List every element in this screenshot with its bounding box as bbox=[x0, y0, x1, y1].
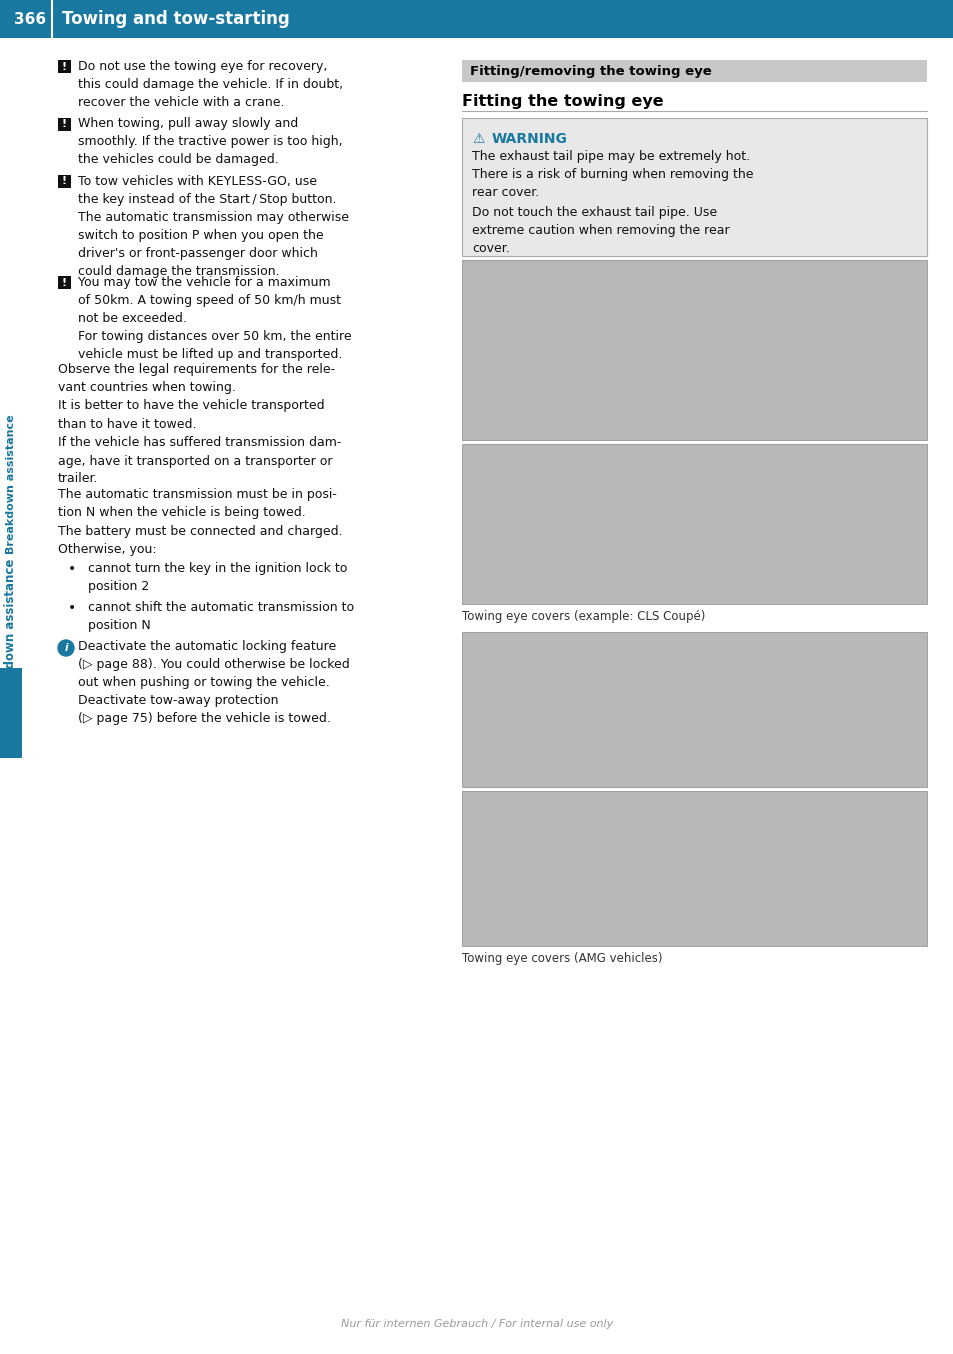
Text: The battery must be connected and charged.
Otherwise, you:: The battery must be connected and charge… bbox=[58, 525, 342, 556]
Text: 366: 366 bbox=[14, 11, 46, 27]
Bar bbox=[461, 60, 926, 83]
Bar bbox=[58, 276, 71, 288]
Text: Towing eye covers (example: CLS Coupé): Towing eye covers (example: CLS Coupé) bbox=[461, 611, 704, 623]
Bar bbox=[461, 632, 926, 787]
Text: Towing eye covers (AMG vehicles): Towing eye covers (AMG vehicles) bbox=[461, 952, 661, 965]
Bar bbox=[461, 260, 926, 440]
Text: !: ! bbox=[62, 278, 67, 287]
Text: It is better to have the vehicle transported
than to have it towed.: It is better to have the vehicle transpo… bbox=[58, 399, 324, 431]
Text: i: i bbox=[64, 643, 68, 653]
Text: Deactivate the automatic locking feature
(▷ page 88). You could otherwise be loc: Deactivate the automatic locking feature… bbox=[78, 640, 350, 724]
Text: Observe the legal requirements for the rele-
vant countries when towing.: Observe the legal requirements for the r… bbox=[58, 363, 335, 394]
Text: WARNING: WARNING bbox=[492, 131, 567, 146]
Text: Do not touch the exhaust tail pipe. Use
extreme caution when removing the rear
c: Do not touch the exhaust tail pipe. Use … bbox=[472, 206, 729, 255]
Text: !: ! bbox=[62, 176, 67, 187]
Text: cannot shift the automatic transmission to
position N: cannot shift the automatic transmission … bbox=[88, 601, 354, 632]
Bar bbox=[0, 0, 953, 38]
Text: cannot turn the key in the ignition lock to
position 2: cannot turn the key in the ignition lock… bbox=[88, 562, 347, 593]
Text: !: ! bbox=[62, 61, 67, 72]
Text: Towing and tow-starting: Towing and tow-starting bbox=[62, 9, 290, 28]
Text: •: • bbox=[68, 562, 76, 575]
Text: Nur für internen Gebrauch / For internal use only: Nur für internen Gebrauch / For internal… bbox=[340, 1319, 613, 1330]
Text: ⚠: ⚠ bbox=[472, 131, 484, 146]
Text: To tow vehicles with KEYLESS-GO, use
the key instead of the Start / Stop button.: To tow vehicles with KEYLESS-GO, use the… bbox=[78, 175, 349, 278]
Text: When towing, pull away slowly and
smoothly. If the tractive power is too high,
t: When towing, pull away slowly and smooth… bbox=[78, 118, 342, 167]
Circle shape bbox=[58, 640, 74, 655]
Text: Fitting/removing the towing eye: Fitting/removing the towing eye bbox=[470, 65, 711, 77]
Text: The automatic transmission must be in posi-
tion N when the vehicle is being tow: The automatic transmission must be in po… bbox=[58, 487, 336, 519]
Text: !: ! bbox=[62, 119, 67, 129]
Bar bbox=[58, 60, 71, 73]
Text: You may tow the vehicle for a maximum
of 50km. A towing speed of 50 km/h must
no: You may tow the vehicle for a maximum of… bbox=[78, 276, 352, 362]
Text: Breakdown assistance: Breakdown assistance bbox=[6, 414, 16, 554]
Text: Breakdown assistance: Breakdown assistance bbox=[5, 559, 17, 707]
Bar bbox=[0, 676, 20, 758]
Bar bbox=[0, 668, 22, 758]
Text: The exhaust tail pipe may be extremely hot.
There is a risk of burning when remo: The exhaust tail pipe may be extremely h… bbox=[472, 150, 753, 199]
Text: •: • bbox=[68, 601, 76, 615]
Bar bbox=[461, 118, 926, 256]
Bar bbox=[58, 118, 71, 130]
Bar bbox=[461, 791, 926, 946]
Bar bbox=[461, 444, 926, 604]
Text: Fitting the towing eye: Fitting the towing eye bbox=[461, 93, 663, 110]
Text: If the vehicle has suffered transmission dam-
age, have it transported on a tran: If the vehicle has suffered transmission… bbox=[58, 436, 341, 486]
Bar bbox=[58, 175, 71, 188]
Text: Do not use the towing eye for recovery,
this could damage the vehicle. If in dou: Do not use the towing eye for recovery, … bbox=[78, 60, 343, 110]
